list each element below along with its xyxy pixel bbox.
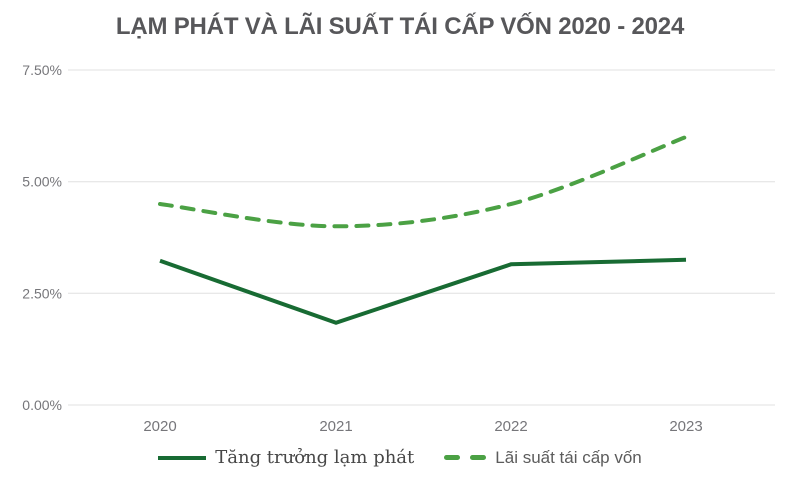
y-axis-tick-label: 5.00% <box>22 174 62 190</box>
series-line-inflation <box>159 257 687 325</box>
x-axis-tick-label: 2022 <box>494 418 527 435</box>
x-axis-tick-label: 2020 <box>143 418 176 435</box>
legend-label-refinancing: Lãi suất tái cấp vốn <box>495 447 642 467</box>
legend-dash <box>444 455 461 460</box>
series-line-refinancing-rate <box>158 135 688 229</box>
x-axis-tick-label: 2021 <box>319 418 352 435</box>
legend-solid-line-swatch <box>158 455 207 460</box>
y-axis-tick-label: 0.00% <box>22 397 62 413</box>
y-axis-tick-label: 7.50% <box>22 62 62 78</box>
legend-item-inflation: Tăng trưởng lạm phát <box>158 447 414 468</box>
legend-label-inflation: Tăng trưởng lạm phát <box>215 447 415 468</box>
y-axis-tick-label: 2.50% <box>22 285 62 301</box>
chart-title: LẠM PHÁT VÀ LÃI SUẤT TÁI CẤP VỐN 2020 - … <box>115 13 685 40</box>
legend-dashed-line-swatch <box>444 455 487 460</box>
legend-dash <box>470 455 487 460</box>
x-axis-tick-label: 2023 <box>669 418 702 435</box>
legend: Tăng trưởng lạm phát Lãi suất tái cấp vố… <box>0 447 800 468</box>
legend-item-refinancing: Lãi suất tái cấp vốn <box>444 447 642 468</box>
